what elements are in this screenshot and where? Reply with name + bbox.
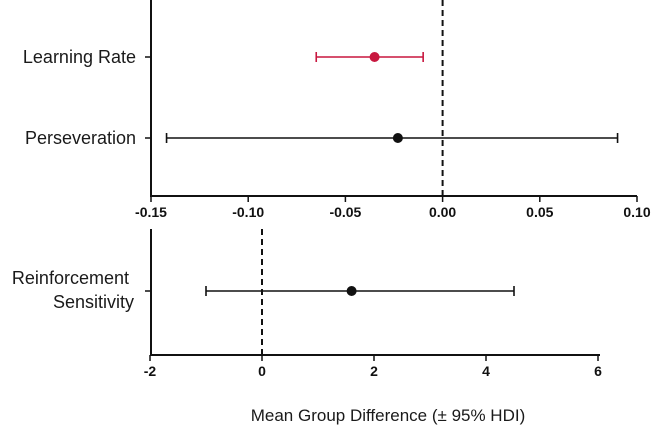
x-tick-label: 0 — [258, 363, 266, 379]
row-label-learning-rate: Learning Rate — [23, 47, 136, 67]
row-label-line-2: Sensitivity — [53, 292, 134, 312]
top-panel: -0.15 -0.10 -0.05 0.00 0.05 0.10 Learning Rat… — [23, 0, 651, 220]
bottom-panel: -2 0 2 4 6 Reinforcement Sensitivity Mean Gr… — [12, 229, 602, 425]
x-tick-label: 6 — [594, 363, 602, 379]
mean-point — [392, 133, 403, 143]
x-tick-label: -2 — [144, 363, 157, 379]
x-tick-label: 0.10 — [623, 204, 650, 220]
x-tick-label: -0.10 — [232, 204, 264, 220]
x-axis-label: Mean Group Difference (± 95% HDI) — [251, 406, 526, 425]
row-label-line-1: Reinforcement — [12, 268, 129, 288]
x-tick-label: 2 — [370, 363, 378, 379]
mean-point — [369, 52, 380, 62]
row-label-perseveration: Perseveration — [25, 128, 136, 148]
x-tick-label: 0.00 — [429, 204, 456, 220]
x-tick-label: -0.05 — [329, 204, 361, 220]
x-tick-label: 0.05 — [526, 204, 553, 220]
row-label-reinforcement-sensitivity: Reinforcement Sensitivity — [12, 268, 134, 312]
x-tick-label: 4 — [482, 363, 490, 379]
mean-point — [346, 286, 357, 296]
x-tick-label: -0.15 — [135, 204, 167, 220]
